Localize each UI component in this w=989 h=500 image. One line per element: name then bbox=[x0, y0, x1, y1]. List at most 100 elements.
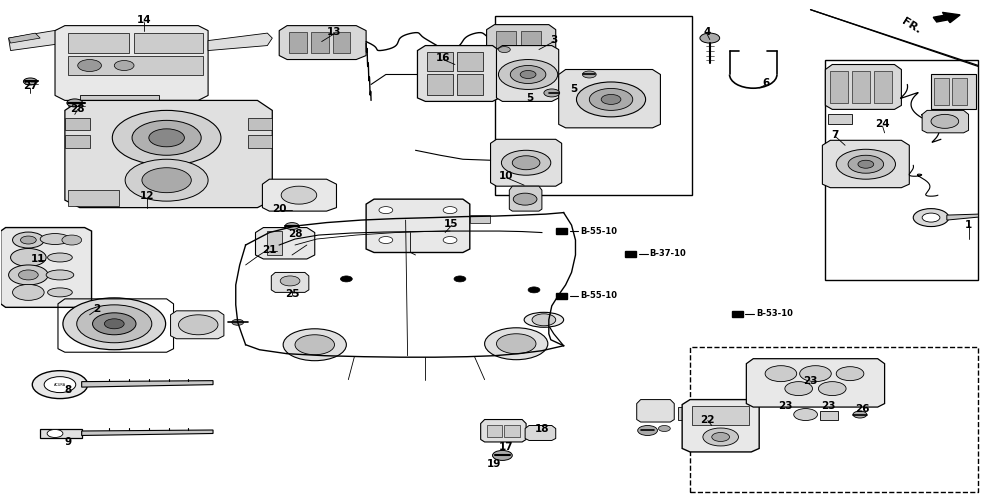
Circle shape bbox=[853, 411, 866, 418]
Circle shape bbox=[913, 208, 948, 226]
Polygon shape bbox=[821, 410, 839, 420]
Text: 6: 6 bbox=[763, 78, 769, 88]
Polygon shape bbox=[279, 26, 366, 60]
Ellipse shape bbox=[524, 312, 564, 328]
Circle shape bbox=[837, 150, 895, 179]
Polygon shape bbox=[457, 74, 483, 96]
Circle shape bbox=[443, 236, 457, 244]
Circle shape bbox=[848, 156, 883, 173]
Circle shape bbox=[281, 186, 316, 204]
Polygon shape bbox=[931, 74, 976, 110]
Ellipse shape bbox=[47, 253, 72, 262]
Polygon shape bbox=[470, 215, 490, 222]
Text: 23: 23 bbox=[821, 400, 836, 410]
Circle shape bbox=[512, 156, 540, 170]
Circle shape bbox=[837, 366, 863, 380]
Text: B-37-10: B-37-10 bbox=[650, 250, 686, 258]
Polygon shape bbox=[487, 24, 556, 58]
Polygon shape bbox=[946, 214, 978, 220]
Circle shape bbox=[922, 213, 940, 222]
Circle shape bbox=[700, 33, 720, 43]
Circle shape bbox=[33, 370, 88, 398]
Polygon shape bbox=[9, 30, 70, 50]
Text: 15: 15 bbox=[444, 219, 458, 229]
Circle shape bbox=[532, 314, 556, 326]
Circle shape bbox=[454, 276, 466, 282]
Circle shape bbox=[712, 432, 730, 442]
Circle shape bbox=[583, 71, 596, 78]
Polygon shape bbox=[481, 420, 526, 442]
Polygon shape bbox=[559, 70, 661, 128]
Circle shape bbox=[443, 206, 457, 214]
Text: 28: 28 bbox=[70, 104, 85, 115]
Polygon shape bbox=[922, 110, 968, 133]
Polygon shape bbox=[332, 32, 350, 53]
Text: 5: 5 bbox=[526, 94, 534, 104]
Polygon shape bbox=[637, 400, 674, 422]
Text: B-53-10: B-53-10 bbox=[757, 310, 793, 318]
Polygon shape bbox=[170, 311, 224, 339]
Text: 22: 22 bbox=[700, 414, 715, 424]
Circle shape bbox=[544, 89, 560, 97]
Polygon shape bbox=[823, 140, 909, 188]
Polygon shape bbox=[82, 430, 213, 436]
Circle shape bbox=[9, 265, 48, 285]
Polygon shape bbox=[491, 140, 562, 186]
Text: 28: 28 bbox=[288, 229, 303, 239]
Circle shape bbox=[231, 320, 243, 326]
Polygon shape bbox=[457, 52, 483, 70]
Circle shape bbox=[93, 313, 136, 335]
Text: 17: 17 bbox=[499, 442, 513, 452]
Text: 7: 7 bbox=[832, 130, 839, 140]
Text: 23: 23 bbox=[778, 400, 793, 410]
Text: 5: 5 bbox=[570, 84, 578, 94]
Circle shape bbox=[379, 236, 393, 244]
Polygon shape bbox=[262, 179, 336, 211]
Polygon shape bbox=[55, 26, 208, 101]
Circle shape bbox=[67, 99, 83, 107]
Text: 13: 13 bbox=[327, 26, 342, 36]
Circle shape bbox=[857, 160, 873, 168]
Polygon shape bbox=[267, 231, 282, 255]
Polygon shape bbox=[487, 424, 502, 437]
Polygon shape bbox=[41, 428, 82, 438]
Polygon shape bbox=[82, 380, 213, 387]
Polygon shape bbox=[747, 358, 884, 407]
Text: 14: 14 bbox=[136, 14, 151, 24]
Text: 18: 18 bbox=[535, 424, 549, 434]
Polygon shape bbox=[289, 32, 307, 53]
Circle shape bbox=[340, 276, 352, 282]
Text: 24: 24 bbox=[875, 120, 890, 130]
Text: 8: 8 bbox=[64, 384, 71, 394]
Text: 11: 11 bbox=[31, 254, 45, 264]
Polygon shape bbox=[496, 30, 516, 52]
Circle shape bbox=[77, 305, 151, 343]
Polygon shape bbox=[65, 100, 272, 208]
Polygon shape bbox=[68, 56, 203, 76]
Circle shape bbox=[498, 60, 558, 90]
Circle shape bbox=[24, 78, 38, 85]
Circle shape bbox=[765, 366, 797, 382]
Polygon shape bbox=[208, 33, 272, 50]
Polygon shape bbox=[521, 30, 541, 52]
Polygon shape bbox=[829, 114, 852, 124]
Circle shape bbox=[11, 248, 46, 266]
Circle shape bbox=[133, 120, 201, 156]
Circle shape bbox=[379, 206, 393, 214]
Circle shape bbox=[13, 284, 45, 300]
Polygon shape bbox=[366, 199, 470, 252]
Circle shape bbox=[528, 287, 540, 293]
Circle shape bbox=[115, 60, 135, 70]
Polygon shape bbox=[427, 74, 453, 96]
Circle shape bbox=[498, 46, 510, 52]
Polygon shape bbox=[873, 70, 891, 103]
Polygon shape bbox=[311, 32, 328, 53]
Polygon shape bbox=[247, 136, 272, 148]
Polygon shape bbox=[852, 70, 869, 103]
Text: 16: 16 bbox=[436, 53, 450, 63]
Circle shape bbox=[510, 66, 546, 84]
Polygon shape bbox=[682, 400, 760, 452]
Circle shape bbox=[513, 193, 537, 205]
Polygon shape bbox=[65, 136, 90, 148]
Text: FR.: FR. bbox=[900, 16, 923, 36]
